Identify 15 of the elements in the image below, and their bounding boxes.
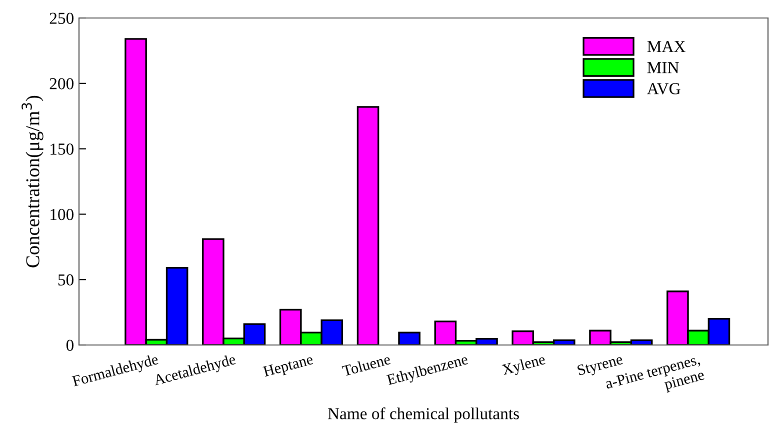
y-tick-label: 50	[58, 274, 74, 286]
x-tick-label: Heptane	[262, 354, 314, 380]
bar	[398, 332, 420, 345]
bar	[356, 106, 380, 345]
legend-label: AVG	[647, 83, 680, 94]
y-axis-title: Concentration(μg/m$^{3}$)	[22, 96, 44, 268]
y-tick-label: 100	[50, 208, 74, 220]
y-tick-label: 200	[50, 78, 74, 90]
y-tick-label: 150	[50, 144, 74, 155]
legend-label: MIN	[647, 62, 679, 74]
y-tick-label: 250	[50, 12, 74, 24]
x-axis-title: Name of chemical pollutants	[328, 407, 519, 423]
x-tick-label: Xylene	[501, 353, 547, 378]
y-tick-label: 0	[66, 340, 74, 351]
legend-label: MAX	[647, 41, 686, 52]
